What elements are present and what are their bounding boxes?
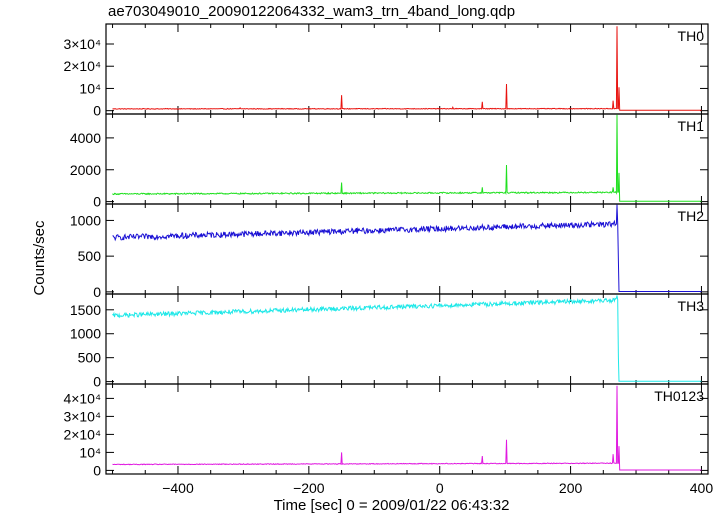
series-line <box>112 295 702 382</box>
y-tick-label: 2×10⁴ <box>63 58 101 74</box>
y-tick-label: 500 <box>78 350 102 366</box>
series-label: TH3 <box>678 298 705 314</box>
y-tick-label: 500 <box>78 248 102 264</box>
y-tick-label: 2000 <box>70 162 101 178</box>
x-tick-label: −400 <box>162 480 194 496</box>
y-tick-label: 1000 <box>70 212 101 228</box>
y-tick-label: 3×10⁴ <box>63 408 101 424</box>
series-label: TH1 <box>678 118 705 134</box>
y-tick-label: 4×10⁴ <box>63 390 101 406</box>
x-tick-label: 200 <box>559 480 583 496</box>
y-tick-label: 0 <box>93 284 101 300</box>
series-line <box>112 26 702 111</box>
y-tick-label: 10⁴ <box>79 444 101 460</box>
y-tick-label: 10⁴ <box>79 80 101 96</box>
y-tick-label: 1500 <box>70 302 101 318</box>
x-axis-label: Time [sec] 0 = 2009/01/22 06:43:32 <box>273 497 510 514</box>
x-tick-label: −200 <box>293 480 325 496</box>
series-label: TH2 <box>678 208 705 224</box>
y-tick-label: 0 <box>93 194 101 210</box>
series-line <box>112 204 702 292</box>
x-tick-label: 0 <box>436 480 444 496</box>
y-tick-label: 0 <box>93 103 101 119</box>
y-tick-label: 4000 <box>70 130 101 146</box>
series-line <box>112 114 702 202</box>
x-tick-label: 400 <box>690 480 714 496</box>
series-line <box>112 385 702 471</box>
series-label: TH0 <box>678 28 705 44</box>
chart-title: ae703049010_20090122064332_wam3_trn_4ban… <box>108 3 516 20</box>
series-label: TH0123 <box>654 388 704 404</box>
y-tick-label: 0 <box>93 374 101 390</box>
y-tick-label: 1000 <box>70 326 101 342</box>
y-tick-label: 2×10⁴ <box>63 426 101 442</box>
y-tick-label: 3×10⁴ <box>63 36 101 52</box>
y-tick-label: 0 <box>93 462 101 478</box>
